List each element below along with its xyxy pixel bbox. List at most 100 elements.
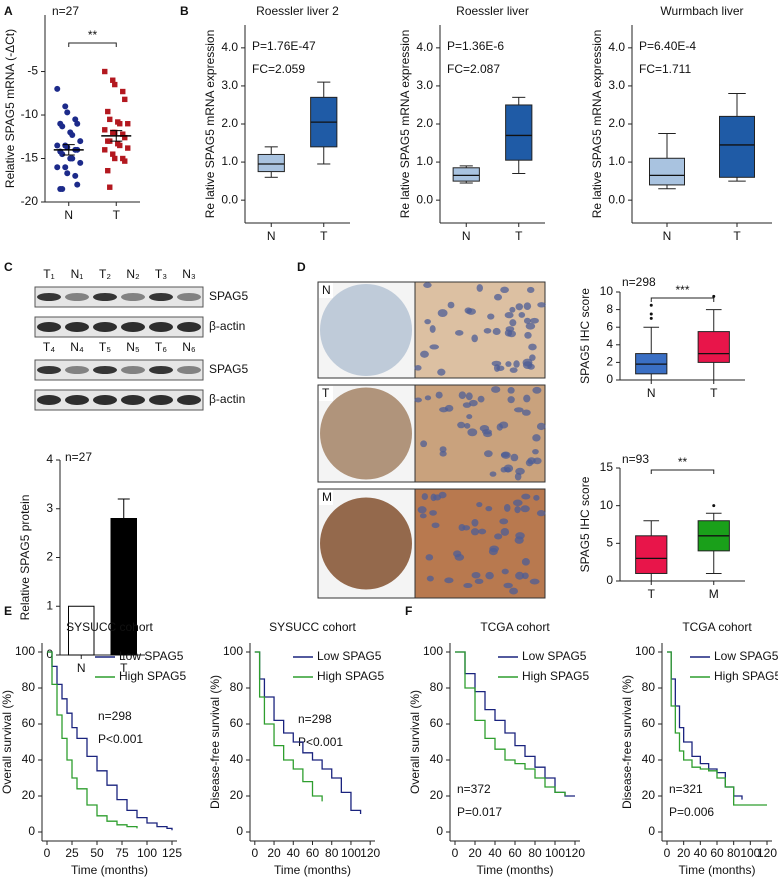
y-tick-label: 40 xyxy=(642,752,656,766)
lane-label: N₁ xyxy=(71,267,84,281)
nucleus xyxy=(529,578,540,585)
annotation: n=321 xyxy=(669,782,703,796)
legend-label: Low SPAG5 xyxy=(522,649,587,663)
significance-label: ** xyxy=(88,28,98,42)
nucleus xyxy=(433,494,442,501)
chart-title: Roessler liver 2 xyxy=(256,4,339,18)
nucleus xyxy=(501,568,509,575)
data-point xyxy=(107,184,113,190)
blot-band xyxy=(149,395,173,405)
ihc-label: N xyxy=(322,283,331,297)
data-point xyxy=(69,132,76,139)
y-tick-label: 80 xyxy=(430,680,444,694)
lane-label: N₅ xyxy=(126,340,140,354)
nucleus xyxy=(524,331,532,339)
nucleus xyxy=(464,423,471,429)
tissue-core xyxy=(320,284,412,376)
y-tick-label: 80 xyxy=(642,680,656,694)
nucleus xyxy=(505,361,512,367)
data-point xyxy=(74,181,81,188)
data-point xyxy=(105,167,111,174)
nucleus xyxy=(423,282,432,288)
nucleus xyxy=(500,466,508,473)
nucleus xyxy=(525,459,534,467)
annotation: FC=2.087 xyxy=(447,62,500,76)
x-tick-label: T xyxy=(120,661,128,675)
nucleus xyxy=(455,329,464,336)
label-box xyxy=(319,283,333,298)
nucleus xyxy=(522,358,533,367)
y-tick-label: -15 xyxy=(21,151,39,165)
y-tick-label: 3 xyxy=(46,501,53,515)
x-tick-label: 20 xyxy=(468,846,482,860)
y-tick-label: -5 xyxy=(27,64,38,78)
data-point xyxy=(69,155,76,162)
bar xyxy=(110,518,137,656)
data-point xyxy=(110,151,116,157)
y-tick-label: 100 xyxy=(423,644,443,658)
y-tick-label: 2 xyxy=(46,550,53,564)
annotation: n=298 xyxy=(298,712,332,726)
nucleus xyxy=(536,510,546,517)
y-tick-label: 0.0 xyxy=(416,192,433,206)
nucleus xyxy=(513,407,524,413)
data-point xyxy=(105,108,111,115)
significance-bracket xyxy=(650,469,715,474)
y-tick-label: 2 xyxy=(606,355,613,369)
x-tick-label: 60 xyxy=(306,846,320,860)
y-axis-label: Disease-free survival (%) xyxy=(208,675,222,809)
nucleus xyxy=(494,293,503,301)
y-tick-label: 60 xyxy=(230,716,244,730)
outlier xyxy=(649,316,653,320)
nucleus xyxy=(529,354,536,361)
data-point xyxy=(54,85,61,92)
x-tick-label: 40 xyxy=(694,846,708,860)
data-point xyxy=(112,129,118,136)
nucleus xyxy=(484,450,493,458)
nucleus xyxy=(504,312,514,319)
x-tick-label: 20 xyxy=(677,846,691,860)
nucleus xyxy=(458,391,467,400)
x-tick-label: 40 xyxy=(287,846,301,860)
nucleus xyxy=(425,554,434,561)
nucleus xyxy=(509,587,518,595)
nucleus xyxy=(469,399,478,407)
y-tick-label: 2.0 xyxy=(608,116,625,130)
data-point xyxy=(59,151,66,158)
y-tick-label: 5 xyxy=(606,536,613,550)
nucleus xyxy=(518,311,526,318)
nucleus xyxy=(462,402,472,408)
x-tick-label: 80 xyxy=(325,846,339,860)
data-point xyxy=(120,88,126,95)
x-tick-label: N xyxy=(462,229,471,243)
y-tick-label: 40 xyxy=(22,752,36,766)
y-tick-label: 100 xyxy=(15,644,35,658)
nucleus xyxy=(426,575,434,582)
legend-label: High SPAG5 xyxy=(119,669,186,683)
survival-curve xyxy=(47,651,173,831)
nucleus xyxy=(414,397,422,403)
annotation: FC=2.059 xyxy=(252,62,305,76)
box xyxy=(452,167,480,182)
nucleus xyxy=(487,313,495,320)
box xyxy=(697,331,730,363)
annotation: P=0.006 xyxy=(669,805,714,819)
x-tick-label: 40 xyxy=(488,846,502,860)
nucleus xyxy=(509,306,516,313)
nucleus xyxy=(429,325,436,333)
y-tick-label: 1.0 xyxy=(416,154,433,168)
nucleus xyxy=(514,506,521,514)
y-tick-label: 60 xyxy=(642,716,656,730)
nucleus xyxy=(477,395,485,403)
y-tick-label: 2.0 xyxy=(416,116,433,130)
x-tick-label: 120 xyxy=(360,846,380,860)
y-tick-label: 0 xyxy=(648,824,655,838)
chart-title: TCGA cohort xyxy=(682,620,752,634)
x-axis-label: Time (months) xyxy=(71,863,148,877)
blot-band xyxy=(65,395,89,405)
data-point xyxy=(125,121,131,127)
significance-label: *** xyxy=(675,283,689,297)
legend-label: Low SPAG5 xyxy=(317,649,382,663)
x-tick-label: T xyxy=(113,208,121,222)
nucleus xyxy=(532,449,539,455)
